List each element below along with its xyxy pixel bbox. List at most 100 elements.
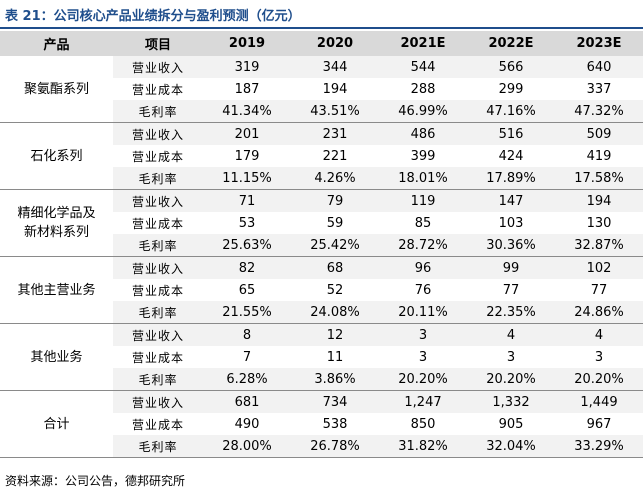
value-cell: 1,449 bbox=[555, 390, 643, 413]
value-cell: 221 bbox=[322, 148, 348, 164]
item-label-cell: 营业成本 bbox=[131, 82, 184, 97]
item-label-cell: 毛利率 bbox=[113, 435, 203, 458]
value-cell: 25.42% bbox=[291, 234, 379, 257]
value-cell: 734 bbox=[291, 390, 379, 413]
value-cell: 43.51% bbox=[291, 100, 379, 123]
table-row: 精细化学品及 新材料系列 营业收入 71 79 119 147 194 bbox=[0, 189, 643, 257]
value-cell: 18.01% bbox=[379, 167, 467, 190]
value-cell: 194 bbox=[322, 81, 348, 97]
value-cell: 47.32% bbox=[555, 100, 643, 123]
item-label-cell: 营业收入 bbox=[113, 323, 203, 346]
value-cell: 82 bbox=[203, 256, 291, 279]
product-name-cell: 聚氨酯系列 bbox=[0, 56, 113, 123]
value-cell: 3 bbox=[418, 349, 428, 365]
value-cell: 68 bbox=[291, 256, 379, 279]
value-cell: 681 bbox=[203, 390, 291, 413]
value-cell: 41.34% bbox=[203, 100, 291, 123]
header-2021e: 2021E bbox=[379, 31, 467, 56]
value-cell: 22.35% bbox=[467, 301, 555, 324]
title-divider bbox=[0, 27, 643, 29]
value-cell: 486 bbox=[379, 122, 467, 145]
product-name-line: 其他业务 bbox=[30, 349, 83, 365]
value-cell: 640 bbox=[555, 56, 643, 78]
value-cell: 344 bbox=[291, 56, 379, 78]
value-cell: 20.20% bbox=[555, 368, 643, 391]
value-cell: 20.20% bbox=[467, 368, 555, 391]
product-name-line: 其他主营业务 bbox=[17, 282, 96, 298]
item-label-cell: 营业收入 bbox=[113, 122, 203, 145]
value-cell: 179 bbox=[234, 148, 260, 164]
item-label-cell: 营业成本 bbox=[131, 417, 184, 432]
item-label-cell: 营业成本 bbox=[131, 350, 184, 365]
value-cell: 28.72% bbox=[379, 234, 467, 257]
value-cell: 11.15% bbox=[203, 167, 291, 190]
item-label-cell: 毛利率 bbox=[113, 100, 203, 123]
value-cell: 319 bbox=[203, 56, 291, 78]
product-name-cell: 其他主营业务 bbox=[0, 256, 113, 324]
product-name-cell: 合计 bbox=[0, 390, 113, 458]
value-cell: 3 bbox=[379, 323, 467, 346]
value-cell: 28.00% bbox=[203, 435, 291, 458]
table-row: 其他主营业务 营业收入 82 68 96 99 102 bbox=[0, 256, 643, 324]
table-title: 表 21：公司核心产品业绩拆分与盈利预测（亿元） bbox=[5, 9, 301, 24]
value-cell: 24.86% bbox=[555, 301, 643, 324]
value-cell: 566 bbox=[467, 56, 555, 78]
table-row: 营业成本 187 194 288 299 337 bbox=[0, 78, 643, 100]
table-row: 石化系列 营业收入 201 231 486 516 509 bbox=[0, 122, 643, 190]
value-cell: 544 bbox=[379, 56, 467, 78]
table-row: 毛利率 11.15% 4.26% 18.01% 17.89% 17.58% bbox=[0, 167, 643, 190]
value-cell: 7 bbox=[242, 349, 252, 365]
value-cell: 516 bbox=[467, 122, 555, 145]
product-name-line: 石化系列 bbox=[30, 148, 83, 164]
value-cell: 47.16% bbox=[467, 100, 555, 123]
value-cell: 77 bbox=[502, 282, 520, 298]
table-body: 聚氨酯系列 营业收入 319 344 544 566 640 营业成本 187 194 288 299… bbox=[0, 56, 643, 458]
value-cell: 538 bbox=[322, 416, 348, 432]
value-cell: 850 bbox=[410, 416, 436, 432]
item-label-cell: 毛利率 bbox=[113, 368, 203, 391]
value-cell: 1,332 bbox=[467, 390, 555, 413]
product-name-cell: 其他业务 bbox=[0, 323, 113, 391]
value-cell: 102 bbox=[555, 256, 643, 279]
table-row: 毛利率 6.28% 3.86% 20.20% 20.20% 20.20% bbox=[0, 368, 643, 391]
value-cell: 103 bbox=[498, 215, 524, 231]
value-cell: 17.89% bbox=[467, 167, 555, 190]
value-cell: 31.82% bbox=[379, 435, 467, 458]
value-cell: 99 bbox=[467, 256, 555, 279]
item-label-cell: 营业成本 bbox=[131, 283, 184, 298]
value-cell: 6.28% bbox=[203, 368, 291, 391]
value-cell: 59 bbox=[326, 215, 344, 231]
product-name-line: 精细化学品及 bbox=[17, 206, 96, 221]
value-cell: 26.78% bbox=[291, 435, 379, 458]
item-label-cell: 营业收入 bbox=[113, 256, 203, 279]
value-cell: 33.29% bbox=[555, 435, 643, 458]
value-cell: 32.04% bbox=[467, 435, 555, 458]
table-row: 聚氨酯系列 营业收入 319 344 544 566 640 bbox=[0, 56, 643, 123]
value-cell: 201 bbox=[203, 122, 291, 145]
table-row: 毛利率 28.00% 26.78% 31.82% 32.04% 33.29% bbox=[0, 435, 643, 458]
value-cell: 96 bbox=[379, 256, 467, 279]
table-row: 营业成本 65 52 76 77 77 bbox=[0, 279, 643, 301]
item-label-cell: 毛利率 bbox=[113, 167, 203, 190]
table-row: 合计 营业收入 681 734 1,247 1,332 1,449 bbox=[0, 390, 643, 458]
value-cell: 419 bbox=[586, 148, 612, 164]
value-cell: 24.08% bbox=[291, 301, 379, 324]
item-label-cell: 毛利率 bbox=[113, 234, 203, 257]
value-cell: 509 bbox=[555, 122, 643, 145]
table-row: 营业成本 53 59 85 103 130 bbox=[0, 212, 643, 234]
item-label-cell: 营业收入 bbox=[113, 390, 203, 413]
value-cell: 399 bbox=[410, 148, 436, 164]
value-cell: 71 bbox=[203, 189, 291, 212]
value-cell: 20.20% bbox=[379, 368, 467, 391]
value-cell: 76 bbox=[414, 282, 432, 298]
value-cell: 194 bbox=[555, 189, 643, 212]
value-cell: 4.26% bbox=[291, 167, 379, 190]
value-cell: 32.87% bbox=[555, 234, 643, 257]
value-cell: 3 bbox=[506, 349, 516, 365]
item-label-cell: 毛利率 bbox=[113, 301, 203, 324]
value-cell: 1,247 bbox=[379, 390, 467, 413]
value-cell: 130 bbox=[586, 215, 612, 231]
table-row: 毛利率 25.63% 25.42% 28.72% 30.36% 32.87% bbox=[0, 234, 643, 257]
table-row: 毛利率 21.55% 24.08% 20.11% 22.35% 24.86% bbox=[0, 301, 643, 324]
value-cell: 53 bbox=[238, 215, 256, 231]
